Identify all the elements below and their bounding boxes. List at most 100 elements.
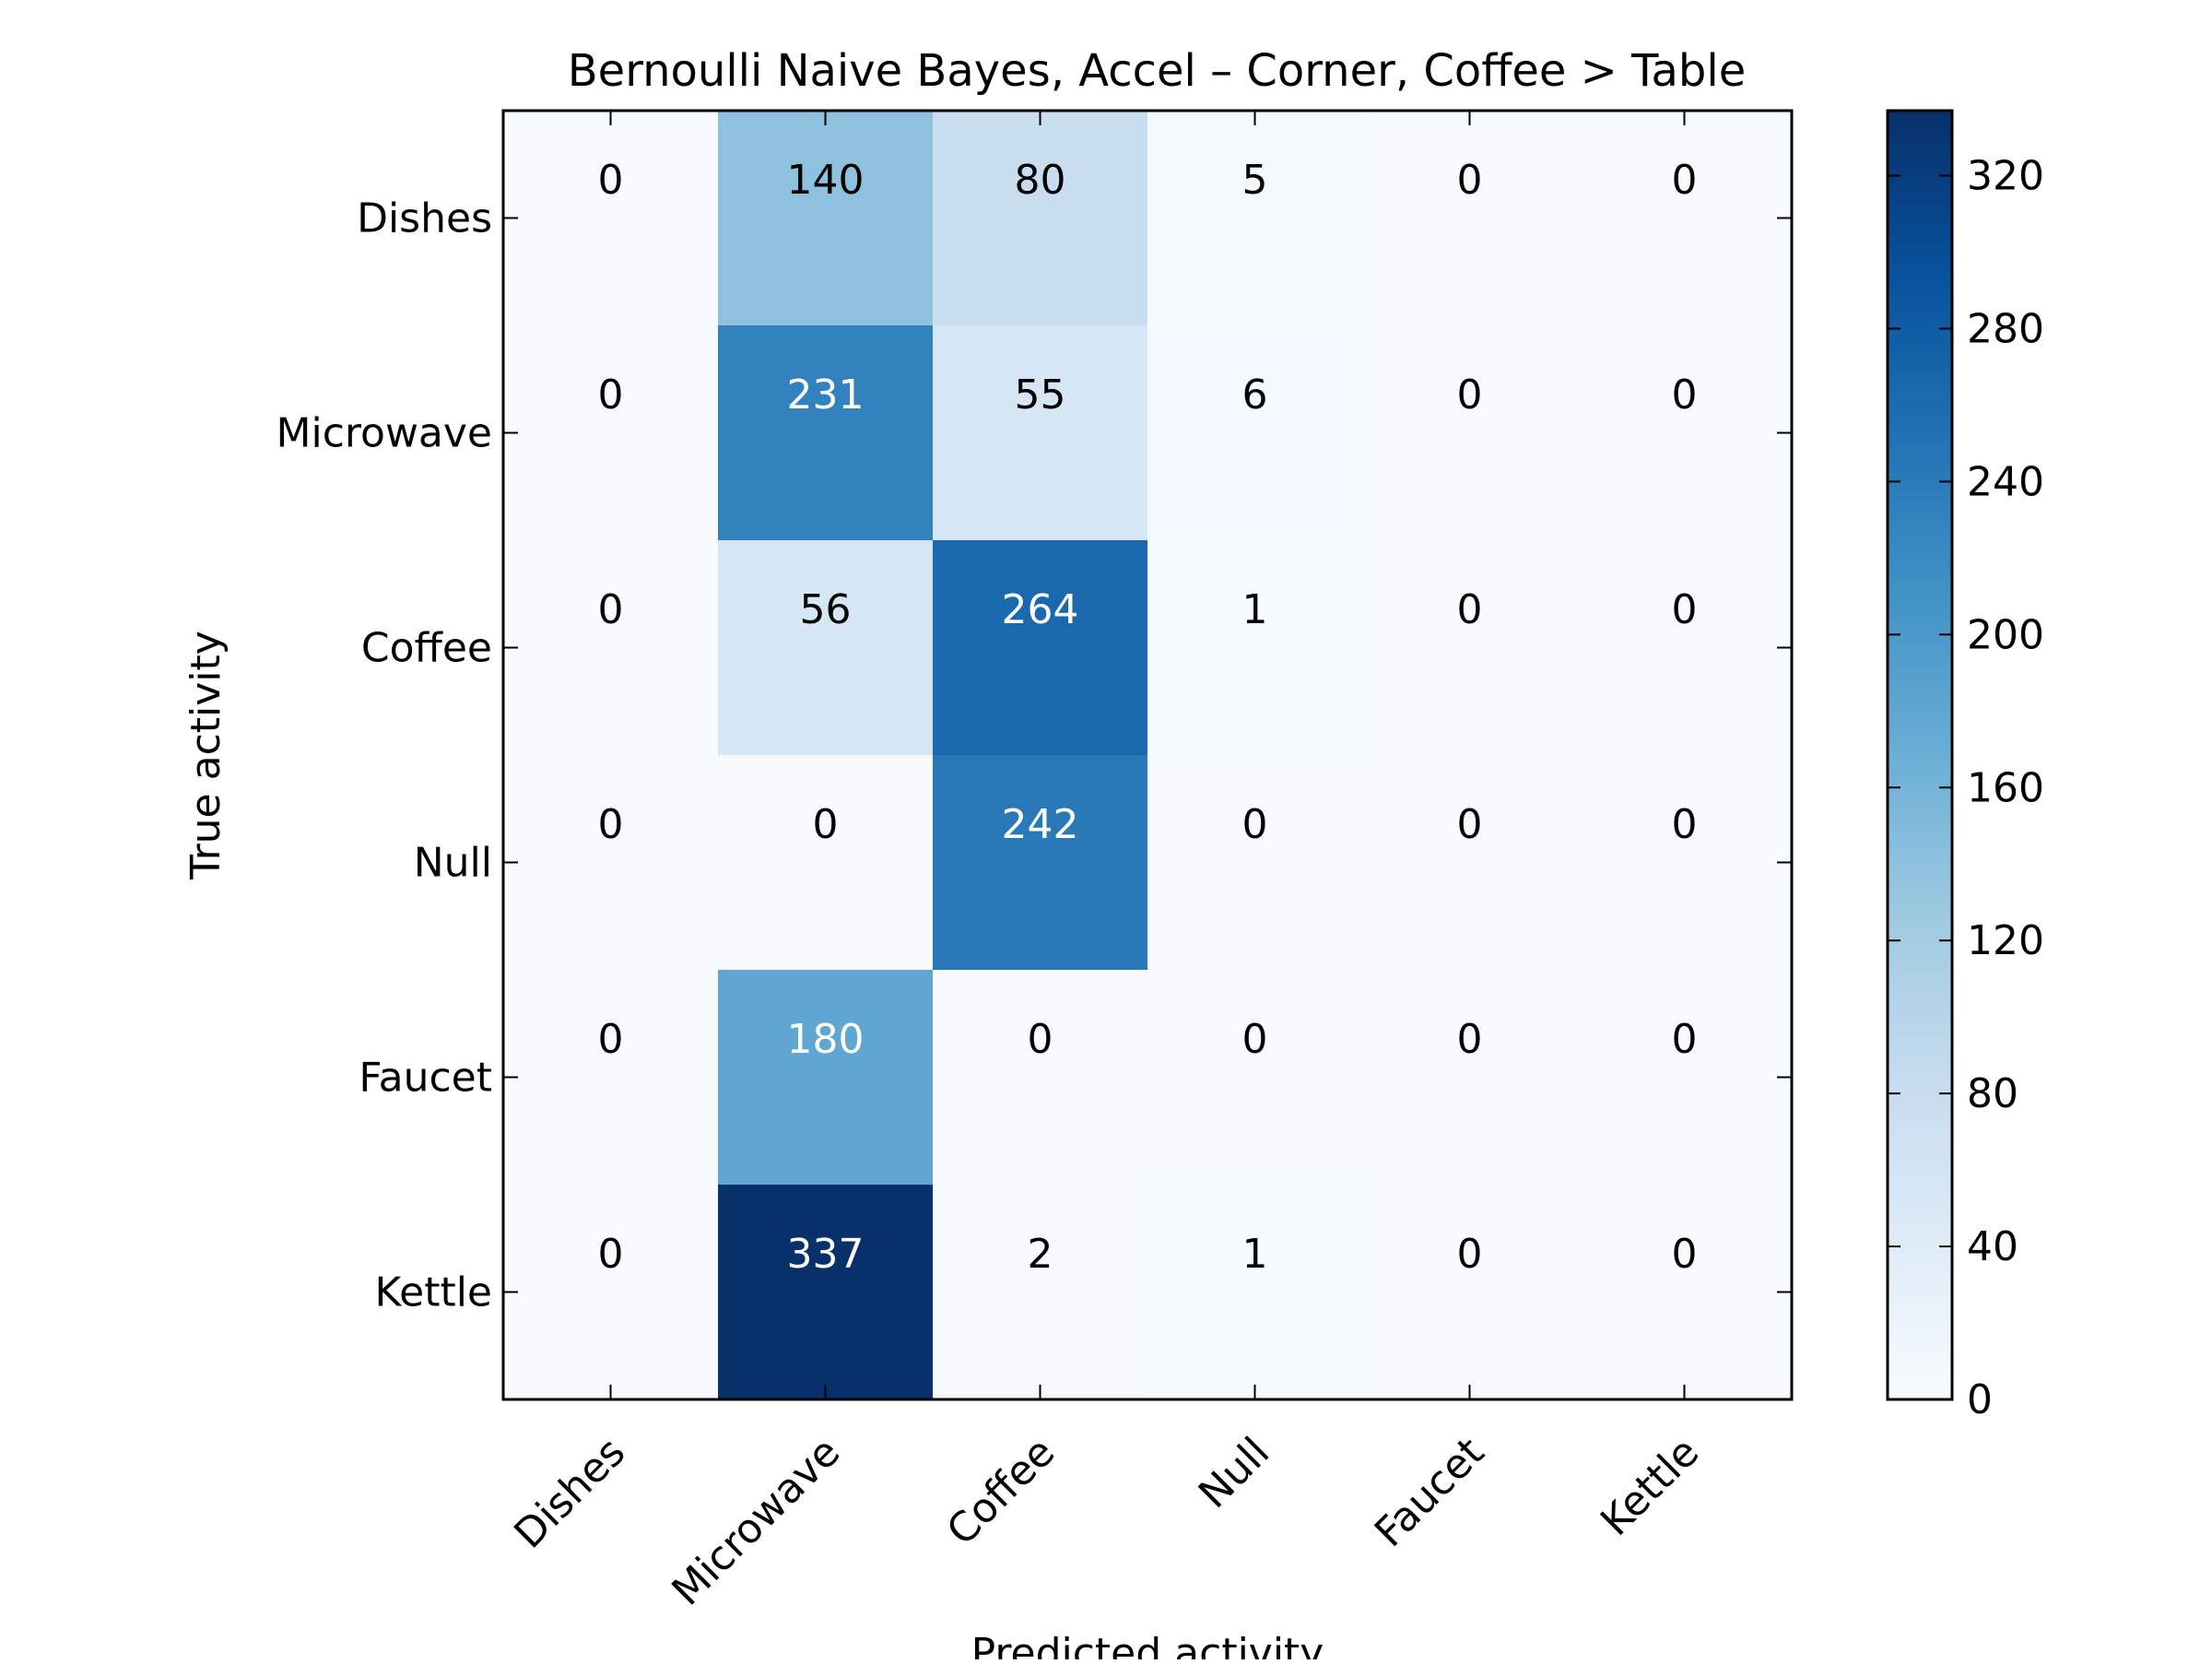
cell-value-label: 231 <box>787 372 865 419</box>
x-axis-label: Predicted activity <box>971 1630 1324 1659</box>
cell-value-label: 0 <box>1028 1016 1053 1063</box>
y-axis-label: True activity <box>182 631 229 880</box>
colorbar-tick-label: 160 <box>1967 764 2044 811</box>
heatmap-cell-microwave-faucet <box>1362 325 1578 541</box>
heatmap-cell-null-null <box>1147 755 1363 971</box>
colorbar-tick-label: 240 <box>1967 458 2044 505</box>
x-tick-label-faucet: Faucet <box>1366 1429 1493 1556</box>
cell-value-label: 0 <box>1457 801 1483 848</box>
heatmap-cell-coffee-null <box>1147 540 1363 756</box>
heatmap-cell-kettle-microwave <box>718 1185 934 1400</box>
cell-value-label: 0 <box>598 1231 624 1278</box>
heatmap-cell-dishes-dishes <box>503 111 719 326</box>
cell-value-label: 1 <box>1242 1231 1268 1278</box>
heatmap-cell-dishes-kettle <box>1577 111 1793 326</box>
colorbar-tick-label: 80 <box>1967 1070 2018 1117</box>
cell-value-label: 140 <box>787 157 865 204</box>
heatmap-cell-null-coffee <box>933 755 1148 971</box>
heatmap-cell-kettle-coffee <box>933 1185 1148 1400</box>
x-tick-label-microwave: Microwave <box>663 1429 849 1615</box>
cell-value-label: 264 <box>1002 586 1079 633</box>
cell-value-label: 0 <box>598 801 624 848</box>
heatmap-cell-microwave-kettle <box>1577 325 1793 541</box>
heatmap-cell-null-kettle <box>1577 755 1793 971</box>
cell-value-label: 0 <box>1457 586 1483 633</box>
heatmap-cell-coffee-faucet <box>1362 540 1578 756</box>
colorbar-tick-label: 280 <box>1967 305 2044 352</box>
heatmap-cell-faucet-null <box>1147 970 1363 1186</box>
heatmap-cell-dishes-null <box>1147 111 1363 326</box>
heatmap-cell-microwave-dishes <box>503 325 719 541</box>
cell-value-label: 180 <box>787 1016 865 1063</box>
colorbar-tick-label: 40 <box>1967 1223 2018 1270</box>
heatmap-cell-labels: 0 140 80 5 0 0 0 231 55 6 0 0 0 56 264 1 0 0 0 0 242 0 0 0 0 180 0… <box>598 157 1698 1278</box>
cell-value-label: 0 <box>1242 801 1268 848</box>
cell-value-label: 0 <box>1457 372 1483 419</box>
heatmap-cell-faucet-dishes <box>503 970 719 1186</box>
cell-value-label: 0 <box>1672 372 1698 419</box>
cell-value-label: 0 <box>1672 1016 1698 1063</box>
heatmap-cell-kettle-kettle <box>1577 1185 1793 1400</box>
cell-value-label: 0 <box>1672 801 1698 848</box>
cell-value-label: 55 <box>1015 372 1066 419</box>
colorbar-tick-label: 120 <box>1967 917 2044 964</box>
colorbar-tick-label: 0 <box>1967 1376 1993 1423</box>
heatmap-cell-kettle-null <box>1147 1185 1363 1400</box>
heatmap-cell-faucet-kettle <box>1577 970 1793 1186</box>
y-tick-label-faucet: Faucet <box>359 1055 492 1102</box>
heatmap-cell-null-faucet <box>1362 755 1578 971</box>
y-tick-label-dishes: Dishes <box>357 195 492 242</box>
cell-value-label: 0 <box>598 372 624 419</box>
plot-frame <box>501 109 1794 1401</box>
heatmap-cell-dishes-coffee <box>933 111 1148 326</box>
heatmap-cell-faucet-faucet <box>1362 970 1578 1186</box>
colorbar-gradient <box>1886 109 1954 1401</box>
heatmap-cell-null-dishes <box>503 755 719 971</box>
cell-value-label: 1 <box>1242 586 1268 633</box>
cell-value-label: 5 <box>1242 157 1268 204</box>
heatmap-cell-faucet-microwave <box>718 970 934 1186</box>
y-tick-label-microwave: Microwave <box>276 410 492 457</box>
heatmap-cell-microwave-microwave <box>718 325 934 541</box>
axis-ticks <box>503 111 1792 1399</box>
heatmap-cell-kettle-dishes <box>503 1185 719 1400</box>
heatmap-cell-microwave-null <box>1147 325 1363 541</box>
heatmap-cell-coffee-coffee <box>933 540 1148 756</box>
colorbar-ticks: 0 40 80 120 160 200 240 280 320 <box>1888 153 2044 1423</box>
cell-value-label: 0 <box>1457 1231 1483 1278</box>
cell-value-label: 0 <box>598 1016 624 1063</box>
x-tick-labels: Dishes Microwave Coffee Null Faucet Kettle <box>505 1429 1708 1615</box>
y-tick-label-kettle: Kettle <box>374 1269 492 1316</box>
x-tick-label-kettle: Kettle <box>1592 1429 1708 1545</box>
heatmap-cell-microwave-coffee <box>933 325 1148 541</box>
heatmap-cell-coffee-dishes <box>503 540 719 756</box>
heatmap-cell-faucet-coffee <box>933 970 1148 1186</box>
heatmap-cell-null-microwave <box>718 755 934 971</box>
y-tick-labels: Dishes Microwave Coffee Null Faucet Kettle <box>276 195 492 1316</box>
heatmap-cell-coffee-microwave <box>718 540 934 756</box>
colorbar-tick-label: 320 <box>1967 153 2044 200</box>
cell-value-label: 337 <box>787 1231 865 1278</box>
cell-value-label: 56 <box>800 586 852 633</box>
cell-value-label: 0 <box>1672 157 1698 204</box>
chart-title: Bernoulli Naive Bayes, Accel – Corner, C… <box>568 45 1747 97</box>
cell-value-label: 80 <box>1015 157 1066 204</box>
cell-value-label: 0 <box>1672 1231 1698 1278</box>
y-tick-label-null: Null <box>414 840 492 887</box>
cell-value-label: 0 <box>1457 157 1483 204</box>
x-tick-label-null: Null <box>1190 1429 1278 1517</box>
cell-value-label: 2 <box>1028 1231 1053 1278</box>
heatmap-cell-dishes-microwave <box>718 111 934 326</box>
x-tick-label-coffee: Coffee <box>938 1429 1065 1555</box>
cell-value-label: 0 <box>1242 1016 1268 1063</box>
cell-value-label: 0 <box>813 801 839 848</box>
heatmap-cell-kettle-faucet <box>1362 1185 1578 1400</box>
heatmap-cell-coffee-kettle <box>1577 540 1793 756</box>
colorbar: 0 40 80 120 160 200 240 280 320 <box>1886 109 2044 1423</box>
y-tick-label-coffee: Coffee <box>361 625 492 672</box>
x-tick-label-dishes: Dishes <box>505 1429 634 1558</box>
colorbar-tick-label: 200 <box>1967 611 2044 658</box>
heatmap-cell-dishes-faucet <box>1362 111 1578 326</box>
